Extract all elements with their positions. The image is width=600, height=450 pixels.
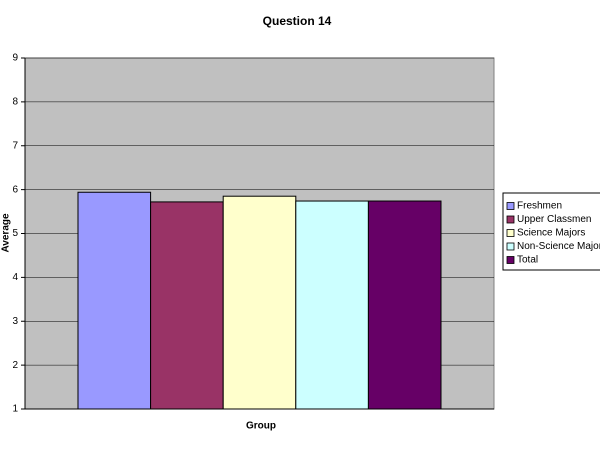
legend-box [502,192,600,271]
legend-swatch [506,229,515,237]
y-tick-label: 5 [12,228,18,239]
y-tick-label: 4 [12,272,18,283]
y-tick-label: 6 [12,184,18,195]
legend-swatch [506,256,515,264]
bar [295,200,369,410]
y-tick-label: 3 [12,316,18,327]
legend-label: Freshmen [517,201,562,212]
y-tick-label: 8 [12,97,18,108]
y-tick-label: 9 [12,53,18,64]
y-tick-label: 2 [12,360,18,371]
x-axis-title: Group [246,421,276,432]
y-tick-label: 1 [12,404,18,415]
legend-swatch [506,215,515,224]
bar [77,191,152,410]
legend-swatch [506,242,515,251]
legend-swatch [506,202,515,210]
chart-title: Question 14 [263,14,332,28]
legend-label: Total [517,255,538,266]
bar [222,195,297,410]
legend-label: Non-Science Majors [517,241,600,252]
bar [367,200,442,410]
bar [150,201,224,410]
y-axis-title: Average [1,213,12,253]
y-tick-label: 7 [12,140,18,151]
legend-label: Upper Classmen [517,214,591,225]
legend-label: Science Majors [517,228,585,239]
